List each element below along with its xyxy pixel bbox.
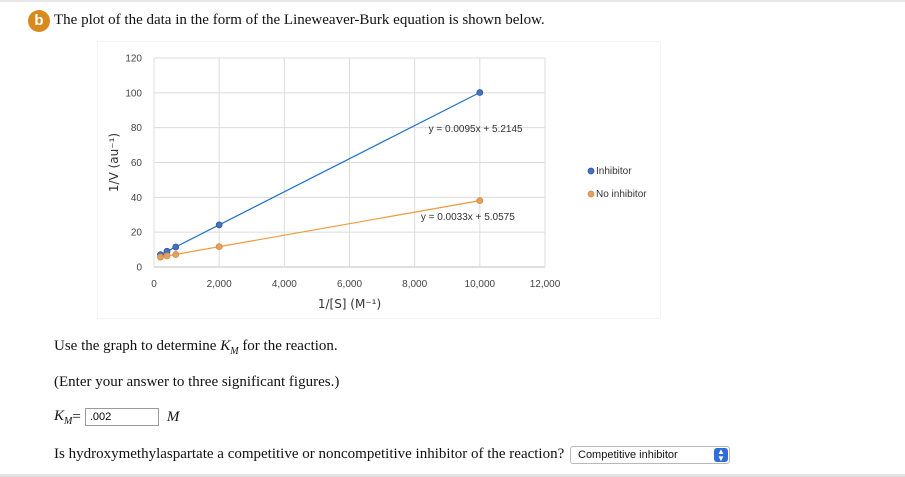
y-tick-label: 120 xyxy=(125,54,142,65)
data-point-inhibitor xyxy=(476,89,484,96)
bottom-divider xyxy=(0,474,905,477)
legend-marker xyxy=(587,167,595,175)
y-tick-label: 40 xyxy=(131,193,143,204)
question-km: Use the graph to determine KM for the re… xyxy=(54,338,338,357)
y-tick-label: 60 xyxy=(131,158,143,169)
data-point-no-inhibitor xyxy=(157,253,164,261)
km-unit: M xyxy=(166,408,180,425)
data-point-no-inhibitor xyxy=(172,251,180,258)
x-tick-label: 6,000 xyxy=(337,279,362,290)
km-subscript: M xyxy=(230,346,239,357)
lineweaver-burk-chart: 0 20 40 60 80 100 120 0 2,000 4,000 6,000 8,000 10,0… xyxy=(98,42,660,318)
chart-svg: 0 20 40 60 80 100 120 0 2,000 4,000 6,000 8,000 10,0… xyxy=(107,54,647,312)
inhibitor-type-select[interactable]: Competitive inhibitor ▲ ▼ xyxy=(570,446,730,464)
km-symbol: K xyxy=(220,338,231,354)
trendline-inhibitor xyxy=(160,91,481,256)
data-point-no-inhibitor xyxy=(163,252,171,260)
x-axis-title: 1/[S] (M⁻¹) xyxy=(318,297,381,311)
top-divider xyxy=(0,0,905,2)
trendline-equation: y = 0.0095x + 5.2145 xyxy=(429,124,523,135)
km-equals: = xyxy=(72,408,81,425)
data-point-inhibitor xyxy=(172,243,180,251)
y-tick-label: 20 xyxy=(131,228,143,239)
y-axis-title: 1/V (au⁻¹) xyxy=(107,133,121,192)
km-answer-label: KM xyxy=(54,408,72,427)
part-badge: b xyxy=(28,10,50,32)
km-answer-sub: M xyxy=(64,415,73,427)
legend-label: Inhibitor xyxy=(596,166,632,177)
x-tick-label: 12,000 xyxy=(530,279,561,290)
data-point-inhibitor xyxy=(215,221,223,229)
inhibitor-type-select-value: Competitive inhibitor xyxy=(578,449,678,461)
trendline-equation: y = 0.0033x + 5.0575 xyxy=(421,212,515,223)
x-tick-label: 4,000 xyxy=(272,279,297,290)
km-input[interactable] xyxy=(84,408,159,426)
y-tick-label: 100 xyxy=(125,88,142,99)
x-tick-label: 0 xyxy=(151,279,157,290)
x-tick-label: 8,000 xyxy=(402,279,427,290)
y-tick-label: 0 xyxy=(136,263,142,274)
y-tick-label: 80 xyxy=(131,123,143,134)
data-point-no-inhibitor xyxy=(476,197,484,205)
question-km-after: for the reaction. xyxy=(238,338,338,354)
x-tick-label: 2,000 xyxy=(207,279,232,290)
x-tick-label: 10,000 xyxy=(465,279,496,290)
inhibitor-type-question: Is hydroxymethylaspartate a competitive … xyxy=(54,446,565,462)
sig-fig-instruction: (Enter your answer to three significant … xyxy=(54,374,340,390)
legend-marker xyxy=(587,190,595,198)
km-answer-row: KM = M xyxy=(54,406,179,428)
question-km-before: Use the graph to determine xyxy=(54,338,221,354)
intro-text: The plot of the data in the form of the … xyxy=(54,12,545,28)
km-answer-k: K xyxy=(54,407,65,424)
trendline-no-inhibitor xyxy=(160,200,480,258)
legend-label: No inhibitor xyxy=(596,189,647,200)
select-arrows-icon[interactable]: ▲ ▼ xyxy=(714,448,728,463)
data-point-no-inhibitor xyxy=(215,243,223,251)
